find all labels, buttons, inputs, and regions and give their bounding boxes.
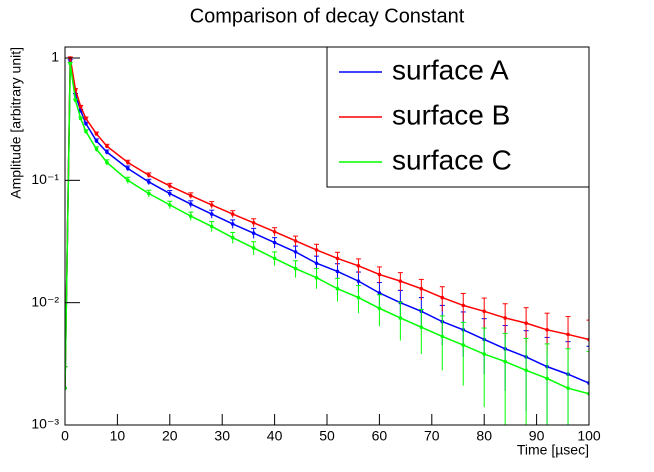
marker — [209, 212, 214, 216]
x-tick-label: 70 — [424, 428, 440, 444]
marker — [126, 160, 130, 165]
marker — [78, 116, 83, 121]
marker — [84, 121, 88, 126]
marker — [73, 98, 78, 103]
legend: surface A surface B surface C — [326, 46, 590, 188]
marker — [461, 343, 466, 347]
marker — [356, 295, 361, 300]
marker — [168, 203, 172, 207]
y-tick-label: 1 — [51, 49, 59, 65]
marker — [566, 332, 570, 337]
marker — [503, 359, 507, 364]
y-tick-label: 10⁻¹ — [31, 171, 59, 187]
marker — [314, 275, 319, 280]
marker — [168, 191, 172, 196]
series — [65, 61, 589, 425]
plot-area — [65, 56, 589, 425]
marker — [126, 178, 130, 183]
y-tick-label: 10⁻³ — [31, 416, 59, 432]
marker — [566, 386, 570, 390]
marker — [251, 246, 256, 250]
marker — [230, 212, 235, 216]
marker — [356, 264, 361, 268]
marker — [126, 166, 130, 171]
x-tick-label: 100 — [577, 428, 601, 444]
series-line — [65, 57, 589, 389]
marker — [147, 180, 151, 184]
x-tick-label: 40 — [267, 428, 283, 444]
x-tick-label: 90 — [529, 428, 545, 444]
marker — [105, 150, 109, 154]
marker — [524, 368, 528, 373]
marker — [209, 203, 214, 207]
marker — [482, 309, 487, 314]
x-tick-label: 0 — [61, 428, 69, 444]
x-tick-label: 60 — [372, 428, 388, 444]
marker — [94, 147, 99, 151]
marker — [251, 220, 256, 225]
marker — [251, 231, 256, 235]
marker — [272, 256, 277, 261]
marker — [335, 286, 340, 291]
marker — [377, 306, 382, 311]
marker — [440, 295, 445, 300]
marker — [461, 303, 466, 308]
marker — [94, 139, 99, 143]
y-tick-label: 10⁻² — [31, 293, 59, 309]
legend-label: surface B — [392, 99, 510, 130]
marker — [503, 316, 507, 320]
marker — [147, 191, 151, 196]
marker — [335, 256, 340, 261]
x-axis-label: Time [µsec] — [517, 442, 589, 458]
marker — [168, 184, 172, 188]
marker — [335, 269, 340, 274]
x-tick-label: 10 — [110, 428, 126, 444]
marker — [293, 250, 298, 254]
marker — [230, 235, 235, 240]
x-tick-label: 50 — [319, 428, 335, 444]
marker — [314, 248, 319, 252]
marker — [94, 132, 99, 136]
marker — [419, 325, 424, 330]
legend-label: surface A — [392, 54, 509, 85]
marker — [398, 279, 403, 283]
marker — [419, 286, 424, 291]
marker — [545, 376, 549, 381]
marker — [272, 240, 277, 245]
marker — [293, 239, 298, 243]
marker — [293, 266, 298, 271]
series-line — [65, 63, 589, 395]
marker — [147, 173, 151, 178]
marker — [105, 144, 109, 149]
marker — [482, 352, 487, 356]
marker — [84, 129, 88, 134]
y-axis-label: Amplitude [arbitrary unit] — [8, 47, 24, 199]
marker — [105, 160, 109, 165]
marker — [440, 334, 445, 339]
marker — [230, 222, 235, 226]
x-tick-label: 30 — [214, 428, 230, 444]
marker — [188, 202, 193, 206]
marker — [524, 321, 528, 325]
legend-label: surface C — [392, 144, 512, 175]
marker — [84, 116, 88, 121]
series-line — [65, 60, 589, 389]
marker — [68, 61, 73, 66]
marker — [78, 104, 83, 109]
marker — [188, 214, 193, 218]
marker — [209, 224, 214, 229]
marker — [314, 261, 319, 266]
marker — [377, 291, 382, 295]
marker — [545, 328, 549, 332]
marker — [398, 316, 403, 320]
marker — [188, 193, 193, 198]
marker — [356, 279, 361, 283]
marker — [377, 272, 382, 277]
x-tick-label: 80 — [476, 428, 492, 444]
x-tick-label: 20 — [162, 428, 178, 444]
chart-title: Comparison of decay Constant — [190, 5, 465, 27]
marker — [272, 229, 277, 234]
